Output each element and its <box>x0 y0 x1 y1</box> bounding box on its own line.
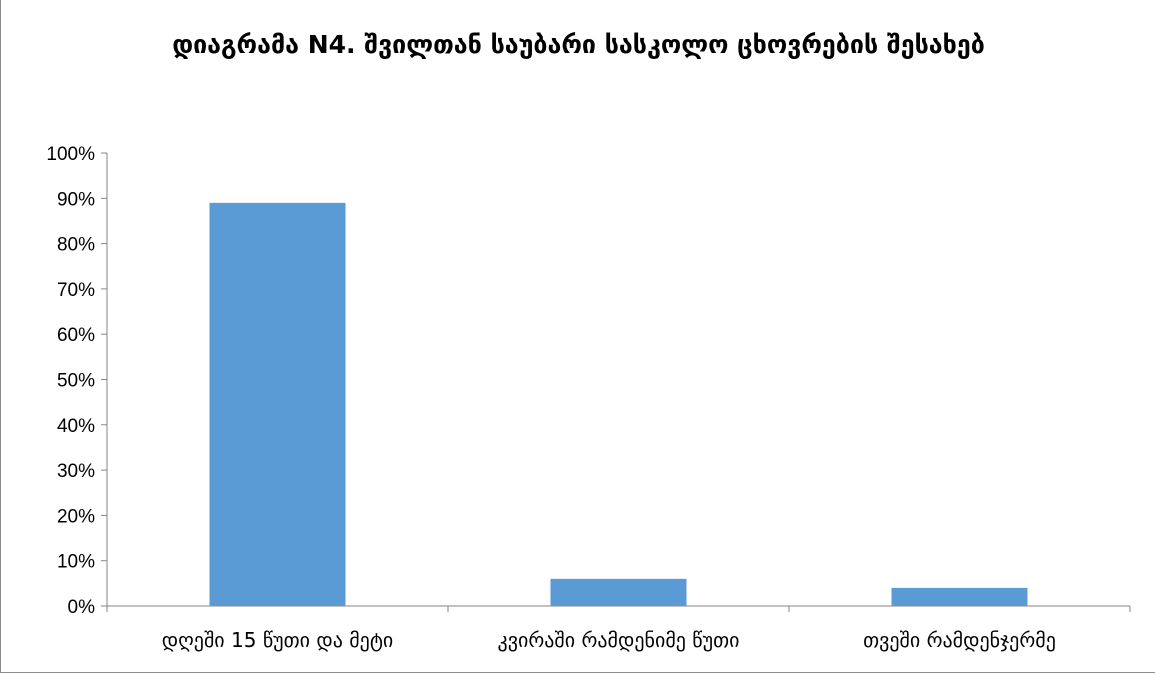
bar <box>891 587 1028 606</box>
y-tick-label: 70% <box>57 280 95 301</box>
y-tick-label: 60% <box>57 325 95 346</box>
y-tick-label: 30% <box>57 461 95 482</box>
x-tick-label: დღეში 15 წუთი და მეტი <box>162 628 394 652</box>
y-tick-label: 0% <box>68 597 96 618</box>
y-axis: 0% 10% 20% 30% 40% 50% 60% 70% 80% 90% 100% <box>46 144 108 618</box>
x-tick-label: კვირაში რამდენიმე წუთი <box>498 628 740 652</box>
y-tick-label: 40% <box>57 416 95 437</box>
y-tick-label: 90% <box>57 189 95 210</box>
bar <box>209 202 346 606</box>
y-tick-label: 10% <box>57 552 95 573</box>
x-axis <box>106 605 1131 612</box>
y-tick-label: 20% <box>57 506 95 527</box>
y-tick-label: 50% <box>57 371 95 392</box>
y-tick-label: 100% <box>46 144 95 165</box>
bars <box>209 202 1028 606</box>
bar <box>550 578 687 606</box>
x-tick-labels: დღეში 15 წუთი და მეტი კვირაში რამდენიმე წ… <box>162 628 1056 652</box>
x-tick-label: თვეში რამდენჯერმე <box>863 628 1056 652</box>
chart-title: დიაგრამა N4. შვილთან საუბარი სასკოლო ცხო… <box>172 30 985 59</box>
y-tick-label: 80% <box>57 235 95 256</box>
